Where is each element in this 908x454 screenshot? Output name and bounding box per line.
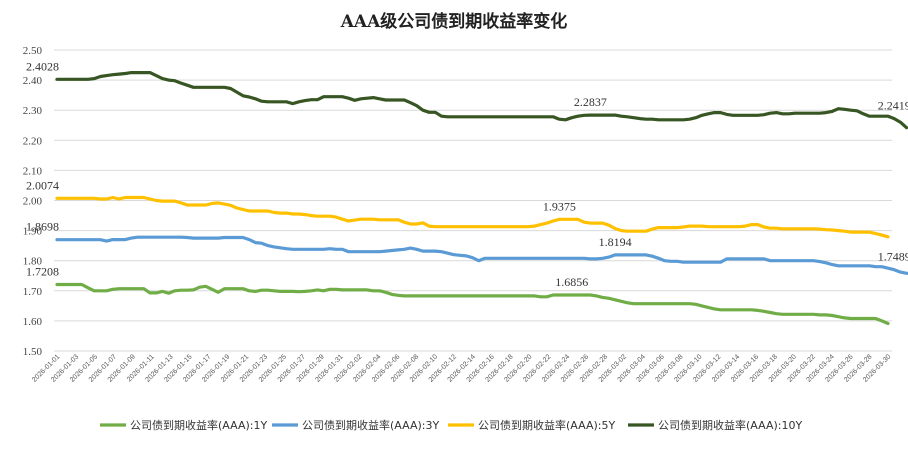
x-axis-ticks: 2026-01-012026-01-032026-01-052026-01-07… bbox=[31, 353, 892, 383]
legend-label: 公司债到期收益率(AAA):10Y bbox=[658, 418, 802, 432]
legend-label: 公司债到期收益率(AAA):1Y bbox=[130, 418, 267, 432]
data-label: 2.2837 bbox=[574, 95, 607, 109]
data-label: 1.9375 bbox=[543, 199, 576, 213]
series-line-2 bbox=[55, 195, 890, 239]
y-axis-ticks: 1.50 1.60 1.70 1.80 1.90 2.00 2.10 2.20 2.30 2.40… bbox=[23, 45, 43, 358]
data-label: 2.0074 bbox=[26, 178, 59, 192]
y-tick-label: 2.30 bbox=[23, 105, 43, 117]
data-label: 1.6856 bbox=[555, 275, 588, 289]
series-line-3 bbox=[55, 70, 908, 130]
y-tick-label: 2.50 bbox=[23, 45, 43, 57]
data-label: 1.8795 bbox=[878, 0, 908, 3]
series-lines bbox=[55, 70, 908, 326]
y-tick-label: 1.80 bbox=[23, 256, 43, 268]
data-labels: 2.4028 2.2837 2.2419 2.0074 1.9375 1.8795 1.86… bbox=[26, 0, 908, 289]
series-line-1 bbox=[55, 235, 908, 275]
y-tick-label: 2.20 bbox=[23, 135, 43, 147]
series-line-0 bbox=[55, 282, 890, 326]
data-label: 2.4028 bbox=[26, 59, 59, 73]
legend-label: 公司债到期收益率(AAA):3Y bbox=[302, 418, 439, 432]
legend: 公司债到期收益率(AAA):1Y 公司债到期收益率(AAA):3Y 公司债到期收益率… bbox=[100, 418, 802, 432]
legend-label: 公司债到期收益率(AAA):5Y bbox=[478, 418, 615, 432]
grid-lines bbox=[54, 49, 892, 352]
data-label: 1.5915 bbox=[878, 0, 908, 3]
y-tick-label: 2.00 bbox=[23, 196, 43, 208]
y-tick-label: 1.50 bbox=[23, 346, 43, 358]
data-label: 2.2419 bbox=[878, 99, 908, 113]
y-tick-label: 1.70 bbox=[23, 286, 43, 298]
y-tick-label: 1.90 bbox=[23, 226, 43, 238]
data-label: 1.8194 bbox=[599, 235, 632, 249]
data-label: 1.7208 bbox=[26, 265, 59, 279]
data-label: 1.8698 bbox=[26, 220, 59, 234]
y-tick-label: 2.40 bbox=[23, 75, 43, 87]
y-tick-label: 2.10 bbox=[23, 165, 43, 177]
chart-title: AAA级公司债到期收益率变化 bbox=[340, 11, 568, 32]
data-label: 1.7489 bbox=[878, 250, 908, 264]
y-tick-label: 1.60 bbox=[23, 316, 43, 328]
